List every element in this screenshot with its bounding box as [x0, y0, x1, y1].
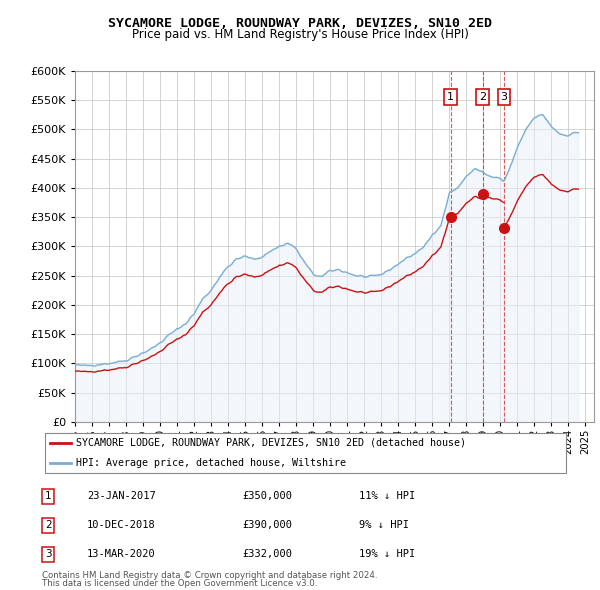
Text: Contains HM Land Registry data © Crown copyright and database right 2024.: Contains HM Land Registry data © Crown c…: [42, 571, 377, 579]
Text: SYCAMORE LODGE, ROUNDWAY PARK, DEVIZES, SN10 2ED (detached house): SYCAMORE LODGE, ROUNDWAY PARK, DEVIZES, …: [76, 438, 466, 448]
Text: 1: 1: [447, 92, 454, 102]
Text: £390,000: £390,000: [242, 520, 293, 530]
Text: Price paid vs. HM Land Registry's House Price Index (HPI): Price paid vs. HM Land Registry's House …: [131, 28, 469, 41]
Text: 13-MAR-2020: 13-MAR-2020: [87, 549, 155, 559]
FancyBboxPatch shape: [44, 433, 566, 473]
Text: £350,000: £350,000: [242, 491, 293, 502]
Text: SYCAMORE LODGE, ROUNDWAY PARK, DEVIZES, SN10 2ED: SYCAMORE LODGE, ROUNDWAY PARK, DEVIZES, …: [108, 17, 492, 30]
Text: 9% ↓ HPI: 9% ↓ HPI: [359, 520, 409, 530]
Text: 3: 3: [500, 92, 508, 102]
Text: HPI: Average price, detached house, Wiltshire: HPI: Average price, detached house, Wilt…: [76, 458, 346, 468]
Text: £332,000: £332,000: [242, 549, 293, 559]
Text: 11% ↓ HPI: 11% ↓ HPI: [359, 491, 415, 502]
Text: 19% ↓ HPI: 19% ↓ HPI: [359, 549, 415, 559]
Text: 3: 3: [45, 549, 52, 559]
Text: 1: 1: [45, 491, 52, 502]
Text: 2: 2: [479, 92, 486, 102]
Text: 2: 2: [45, 520, 52, 530]
Text: 23-JAN-2017: 23-JAN-2017: [87, 491, 155, 502]
Text: This data is licensed under the Open Government Licence v3.0.: This data is licensed under the Open Gov…: [42, 579, 317, 588]
Text: 10-DEC-2018: 10-DEC-2018: [87, 520, 155, 530]
